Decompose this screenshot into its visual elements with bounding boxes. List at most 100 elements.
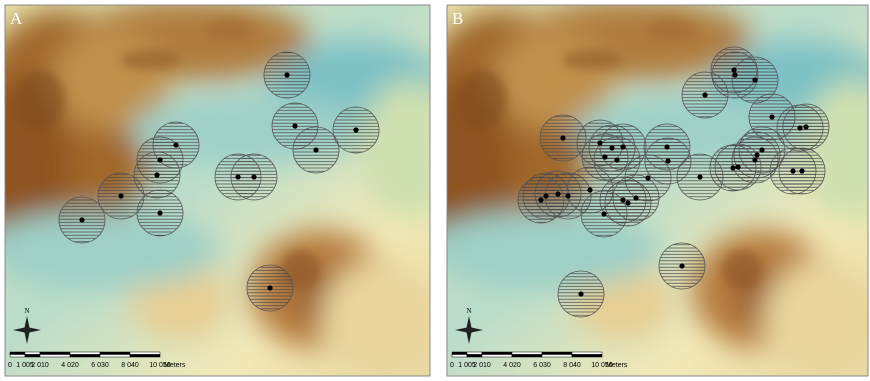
site-point (732, 72, 737, 77)
site-point (790, 168, 795, 173)
scale-label: 0 (8, 362, 12, 369)
site-point (251, 174, 256, 179)
site-point (267, 285, 272, 290)
scale-segment (100, 355, 130, 358)
site-point (538, 197, 543, 202)
scale-segment (70, 352, 100, 355)
site-point (731, 67, 736, 72)
scale-segment (512, 355, 542, 358)
panel-label: B (452, 9, 463, 28)
site-point (292, 123, 297, 128)
site-point (797, 125, 802, 130)
site-point (543, 193, 548, 198)
site-point (735, 164, 740, 169)
scale-segment (572, 355, 602, 358)
site-point (752, 77, 757, 82)
site-point (679, 263, 684, 268)
scale-segment (25, 352, 40, 355)
scale-segment (452, 352, 467, 355)
scale-label: 2 010 (473, 362, 491, 369)
site-point (730, 165, 735, 170)
scale-segment (467, 355, 482, 358)
site-point (625, 200, 630, 205)
panel-label: A (10, 9, 23, 28)
terrain-blob (457, 70, 507, 130)
site-point (353, 127, 358, 132)
site-point (664, 144, 669, 149)
site-point (614, 157, 619, 162)
site-point (235, 174, 240, 179)
site-point (602, 154, 607, 159)
terrain-blob (360, 80, 460, 220)
site-point (173, 142, 178, 147)
site-point (157, 210, 162, 215)
scale-segment (10, 355, 25, 358)
scale-unit: Meters (164, 362, 186, 369)
site-point (555, 191, 560, 196)
scale-segment (40, 355, 70, 358)
terrain-blob (320, 260, 440, 380)
scale-segment (130, 352, 160, 355)
scale-segment (40, 352, 70, 355)
site-point (799, 168, 804, 173)
scale-segment (130, 355, 160, 358)
scale-segment (512, 352, 542, 355)
site-point (620, 144, 625, 149)
site-point (313, 147, 318, 152)
site-point (609, 145, 614, 150)
site-point (565, 193, 570, 198)
scale-label: 8 040 (563, 362, 581, 369)
terrain-blob (647, 18, 697, 42)
site-point (665, 158, 670, 163)
site-point (578, 291, 583, 296)
site-point (759, 147, 764, 152)
terrain-blob (722, 250, 762, 290)
scale-unit: Meters (606, 362, 628, 369)
scale-segment (542, 355, 572, 358)
site-point (587, 187, 592, 192)
terrain-blob (562, 50, 622, 70)
site-point (697, 174, 702, 179)
site-point (754, 152, 759, 157)
scale-segment (572, 352, 602, 355)
scale-label: 0 (450, 362, 454, 369)
scale-segment (542, 352, 572, 355)
site-point (601, 211, 606, 216)
site-point (645, 175, 650, 180)
scale-label: 8 040 (121, 362, 139, 369)
site-point (633, 195, 638, 200)
map-panel (0, 0, 460, 380)
scale-label: 6 030 (91, 362, 109, 369)
scale-segment (482, 352, 512, 355)
scale-segment (482, 355, 512, 358)
site-point (620, 197, 625, 202)
north-label: N (466, 307, 471, 315)
scale-label: 6 030 (533, 362, 551, 369)
site-point (803, 124, 808, 129)
site-point (79, 217, 84, 222)
scale-label: 4 020 (61, 362, 79, 369)
figure: AN01 0052 0104 0206 0308 04010 050Meters… (0, 0, 870, 381)
scale-segment (467, 352, 482, 355)
map-panel (412, 0, 870, 380)
scale-segment (452, 355, 467, 358)
terrain-blob (120, 50, 180, 70)
site-point (157, 157, 162, 162)
terrain-blob (15, 70, 65, 130)
scale-segment (70, 355, 100, 358)
scale-segment (10, 352, 25, 355)
site-point (702, 92, 707, 97)
north-label: N (24, 307, 29, 315)
scale-segment (25, 355, 40, 358)
scale-segment (100, 352, 130, 355)
site-point (284, 72, 289, 77)
terrain-blob (205, 18, 255, 42)
site-point (597, 140, 602, 145)
site-point (118, 193, 123, 198)
site-point (769, 114, 774, 119)
scale-label: 4 020 (503, 362, 521, 369)
scale-label: 2 010 (31, 362, 49, 369)
site-point (560, 135, 565, 140)
site-point (154, 172, 159, 177)
site-point (752, 157, 757, 162)
